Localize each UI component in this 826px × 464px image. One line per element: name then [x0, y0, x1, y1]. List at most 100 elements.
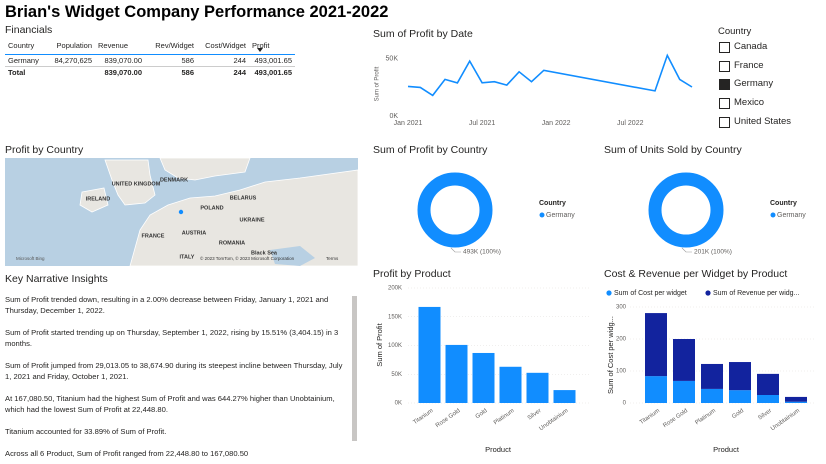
column-header: Cost/Widget: [197, 40, 249, 55]
map-label: DENMARK: [160, 177, 188, 183]
narrative-paragraph: Sum of Profit started trending up on Thu…: [5, 328, 339, 348]
map-bubble: [178, 209, 184, 215]
bar-segment: [729, 362, 751, 391]
bar: [472, 352, 495, 403]
slicer-title: Country: [718, 26, 752, 37]
map-land: [159, 157, 251, 181]
column-header: Country: [5, 40, 45, 55]
slicer-checkbox[interactable]: [719, 42, 730, 53]
x-tick-label: Platinum: [694, 408, 717, 426]
bar: [499, 366, 522, 403]
bar-segment: [757, 373, 779, 395]
bar-segment: [673, 380, 695, 403]
total-label: Total: [5, 66, 45, 78]
cell: 493,001.65: [249, 66, 295, 78]
chart-title: Profit by Product: [373, 268, 451, 280]
map-land: [79, 187, 109, 213]
y-tick-label: 50K: [386, 56, 399, 63]
x-tick-label: Gold: [731, 408, 745, 420]
x-tick-label: Jul 2021: [469, 120, 496, 127]
y-tick-label: 200K: [388, 286, 402, 292]
bar-segment: [673, 339, 695, 381]
x-tick-label: Jul 2022: [617, 120, 644, 127]
map-attribution: © 2023 TomTom, © 2023 Microsoft Corporat…: [200, 255, 295, 261]
data-label: 493K (100%): [463, 249, 501, 256]
x-tick-label: Silver: [757, 408, 773, 422]
map-sea-inland: [270, 246, 315, 266]
leader-line: [450, 247, 461, 253]
x-tick-label: Titanium: [639, 408, 661, 426]
bar-segment: [645, 313, 667, 377]
y-tick-label: 200: [616, 337, 627, 343]
cell: [45, 66, 95, 78]
slicer-item[interactable]: France: [734, 59, 764, 71]
map-label: FRANCE: [142, 233, 165, 239]
legend-marker: [539, 212, 545, 218]
x-tick-label: Rose Gold: [662, 408, 689, 429]
cell: 244: [197, 66, 249, 78]
cell: 839,070.00: [95, 66, 145, 78]
map-label: Black Sea: [251, 250, 278, 256]
y-tick-label: 300: [616, 305, 627, 311]
slicer-item[interactable]: Canada: [734, 41, 768, 52]
table-title: Financials: [5, 24, 53, 36]
map-label: ROMANIA: [219, 240, 245, 246]
bar: [526, 372, 549, 403]
x-tick-label: Unobtainium: [770, 408, 801, 432]
narrative-paragraph: Sum of Profit jumped from 29,013.05 to 3…: [5, 361, 343, 381]
chart-title: Sum of Profit by Country: [373, 144, 488, 156]
x-tick-label: Titanium: [412, 408, 434, 426]
column-header: Rev/Widget: [145, 40, 197, 55]
column-header: Population: [45, 40, 95, 55]
x-tick-label: Gold: [475, 408, 489, 420]
y-tick-label: 100K: [388, 343, 402, 349]
legend-title: Country: [770, 200, 797, 207]
narrative-title: Key Narrative Insights: [5, 273, 108, 285]
slicer-item[interactable]: United States: [734, 115, 792, 127]
bar-segment: [645, 376, 667, 403]
map-terms: Terms: [326, 256, 339, 261]
map-label: UKRAINE: [239, 217, 264, 223]
map-label: IRELAND: [86, 196, 110, 202]
slicer-item[interactable]: Mexico: [734, 97, 765, 109]
y-axis-title: Sum of Cost per widg...: [606, 316, 615, 394]
slicer-checkbox[interactable]: [719, 116, 730, 128]
cell: 84,270,625: [54, 56, 92, 65]
column-header: Profit: [249, 40, 295, 55]
slicer-checkbox[interactable]: [719, 60, 730, 72]
donut-slice: [417, 172, 493, 248]
legend-label: Germany: [777, 212, 806, 219]
slicer-checkbox[interactable]: [719, 79, 730, 91]
bar-segment: [785, 396, 807, 402]
bar: [418, 306, 441, 403]
slicer-item[interactable]: Germany: [734, 78, 774, 90]
bar: [445, 344, 468, 403]
cell: 586: [181, 56, 194, 65]
narrative-paragraph: Titanium accounted for 33.89% of Sum of …: [5, 427, 167, 436]
y-tick-label: 150K: [388, 314, 402, 320]
cell: 244: [233, 56, 246, 65]
legend-marker: [606, 290, 612, 296]
x-axis-title: Product: [713, 445, 740, 454]
x-tick-label: Jan 2021: [394, 120, 423, 127]
bar-segment: [785, 401, 807, 403]
chart-title: Sum of Profit by Date: [373, 28, 473, 40]
y-tick-label: 0K: [389, 113, 398, 120]
legend-marker: [770, 212, 776, 218]
cell: 493,001.65: [254, 56, 292, 65]
map-land: [104, 159, 156, 206]
slicer-checkbox[interactable]: [719, 98, 730, 110]
map-label: BELARUS: [230, 195, 257, 201]
legend-title: Country: [539, 200, 566, 207]
legend-label: Sum of Cost per widget: [614, 290, 687, 297]
chart-title: Cost & Revenue per Widget by Product: [604, 268, 787, 280]
column-header: Revenue: [95, 40, 145, 55]
donut-slice: [648, 172, 724, 248]
y-tick-label: 100: [616, 369, 627, 375]
cell: Germany: [8, 56, 39, 65]
cell: 839,070.00: [104, 56, 142, 65]
y-axis-title: Sum of Profit: [375, 66, 381, 101]
scrollbar[interactable]: [352, 296, 357, 441]
cell: 586: [145, 66, 197, 78]
